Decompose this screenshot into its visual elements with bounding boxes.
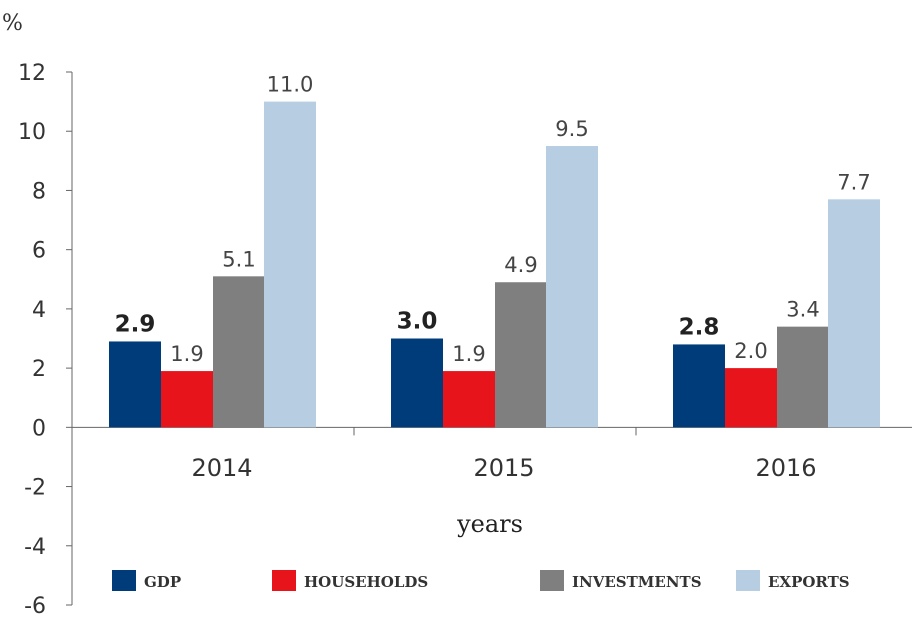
bar-exports: [264, 101, 316, 428]
data-label: 3.0: [397, 309, 438, 335]
y-tick-label: 6: [32, 239, 46, 264]
y-tick-label: 10: [18, 120, 46, 145]
bar-investments: [213, 276, 265, 428]
bar-households: [161, 371, 213, 428]
x-axis-title: years: [456, 510, 523, 538]
y-tick-label: 2: [32, 357, 46, 382]
data-label: 11.0: [267, 73, 314, 97]
bar-investments: [777, 326, 829, 428]
legend-swatch-households: [272, 570, 296, 591]
bar-gdp: [391, 338, 443, 428]
legend-swatch-exports: [736, 570, 760, 591]
y-unit-label: %: [2, 11, 23, 36]
y-tick-label: 0: [32, 416, 46, 441]
legend-label-investments: INVESTMENTS: [572, 573, 702, 591]
bar-gdp: [673, 344, 725, 428]
y-tick-label: 12: [18, 61, 46, 86]
y-tick-label: -4: [24, 535, 46, 560]
legend: GDP HOUSEHOLDS INVESTMENTS EXPORTS: [112, 570, 850, 591]
y-tick-label: 4: [32, 298, 46, 323]
bar-exports: [546, 146, 598, 428]
data-label: 1.9: [452, 342, 485, 366]
y-tick-label: -2: [24, 476, 46, 501]
bar-investments: [495, 282, 547, 428]
bar-households: [443, 371, 495, 428]
legend-label-gdp: GDP: [144, 573, 181, 591]
data-label: 2.8: [679, 314, 720, 340]
y-ticks: 12 10 8 6 4 2 0 -2 -4 -6: [18, 61, 72, 617]
data-label: 2.9: [115, 311, 156, 337]
data-label: 4.9: [504, 253, 537, 277]
data-label: 2.0: [734, 339, 767, 363]
bars: [109, 101, 880, 428]
category-label: 2016: [755, 454, 816, 482]
data-label: 1.9: [170, 342, 203, 366]
category-label: 2014: [191, 454, 252, 482]
y-tick-label: 8: [32, 179, 46, 204]
data-label: 5.1: [222, 247, 255, 271]
bar-exports: [828, 199, 880, 428]
category-labels: 2014 2015 2016: [191, 427, 817, 482]
legend-swatch-investments: [540, 570, 564, 591]
legend-swatch-gdp: [112, 570, 136, 591]
legend-label-exports: EXPORTS: [768, 573, 850, 591]
bar-households: [725, 368, 777, 428]
data-label: 3.4: [786, 298, 819, 322]
bar-gdp: [109, 341, 161, 428]
data-label: 9.5: [555, 117, 588, 141]
data-labels: 2.9 1.9 5.1 11.0 3.0 1.9 4.9 9.5 2.8 2.0 3.4 7.7: [115, 73, 871, 366]
category-label: 2015: [473, 454, 534, 482]
legend-label-households: HOUSEHOLDS: [304, 573, 428, 591]
data-label: 7.7: [837, 170, 870, 194]
axes: % years: [2, 11, 912, 605]
y-tick-label: -6: [24, 594, 46, 617]
